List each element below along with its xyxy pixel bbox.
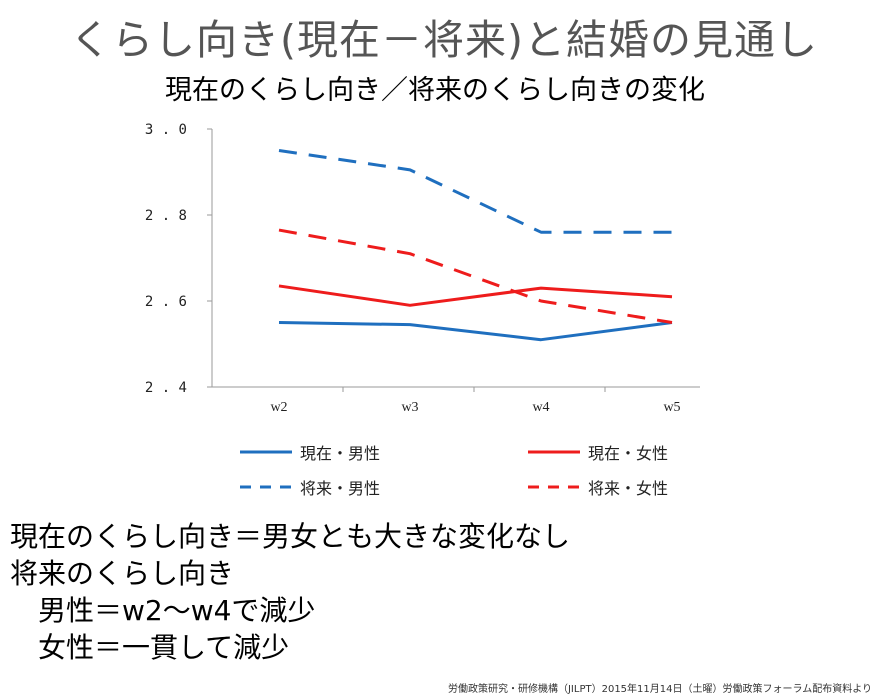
legend-label: 現在・女性 xyxy=(588,446,669,463)
y-tick-label: 2 . 6 xyxy=(145,294,187,310)
legend-item-shourai-josei: 将来・女性 xyxy=(528,475,668,499)
legend-item-genzai-josei: 現在・女性 xyxy=(528,440,668,464)
note-line: 女性＝一貫して減少 xyxy=(10,631,290,664)
source-footer: 労働政策研究・研修機構（JILPT）2015年11月14日（土曜）労働政策フォー… xyxy=(447,684,872,695)
series-line-1 xyxy=(278,284,673,307)
x-tick-label: w5 xyxy=(663,400,680,415)
x-tick-label: w2 xyxy=(270,400,287,415)
y-tick-label: 3 . 0 xyxy=(145,122,187,138)
series-line-3 xyxy=(278,228,673,324)
y-tick-label: 2 . 8 xyxy=(145,208,187,224)
chart-subtitle: 現在のくらし向き／将来のくらし向きの変化 xyxy=(165,75,705,106)
line-chart: 2 . 4 2 . 6 2 . 8 3 . 0 w2 w3 w4 w5 xyxy=(145,122,700,415)
note-line: 将来のくらし向き xyxy=(10,557,235,590)
page-title: くらし向き(現在－将来)と結婚の見通し xyxy=(70,16,818,64)
series-line-0 xyxy=(278,321,673,342)
legend-swatch-dashed-blue xyxy=(240,485,292,489)
legend-item-genzai-dansei: 現在・男性 xyxy=(240,440,380,464)
note-line: 現在のくらし向き＝男女とも大きな変化なし xyxy=(10,520,571,553)
summary-notes: 現在のくらし向き＝男女とも大きな変化なし 将来のくらし向き 男性＝w2～w4で減… xyxy=(10,518,570,666)
legend-label: 将来・女性 xyxy=(588,481,669,498)
series-line-2 xyxy=(278,149,672,234)
x-tick-label: w3 xyxy=(401,400,418,415)
y-tick-label: 2 . 4 xyxy=(145,380,187,396)
legend-label: 将来・男性 xyxy=(300,481,381,498)
legend-label: 現在・男性 xyxy=(300,446,381,463)
legend-swatch-solid-blue xyxy=(240,450,292,454)
note-line: 男性＝w2～w4で減少 xyxy=(10,594,316,627)
x-tick-label: w4 xyxy=(532,400,549,415)
legend-swatch-solid-red xyxy=(528,450,580,454)
legend-swatch-dashed-red xyxy=(528,485,580,489)
legend-item-shourai-dansei: 将来・男性 xyxy=(240,475,380,499)
